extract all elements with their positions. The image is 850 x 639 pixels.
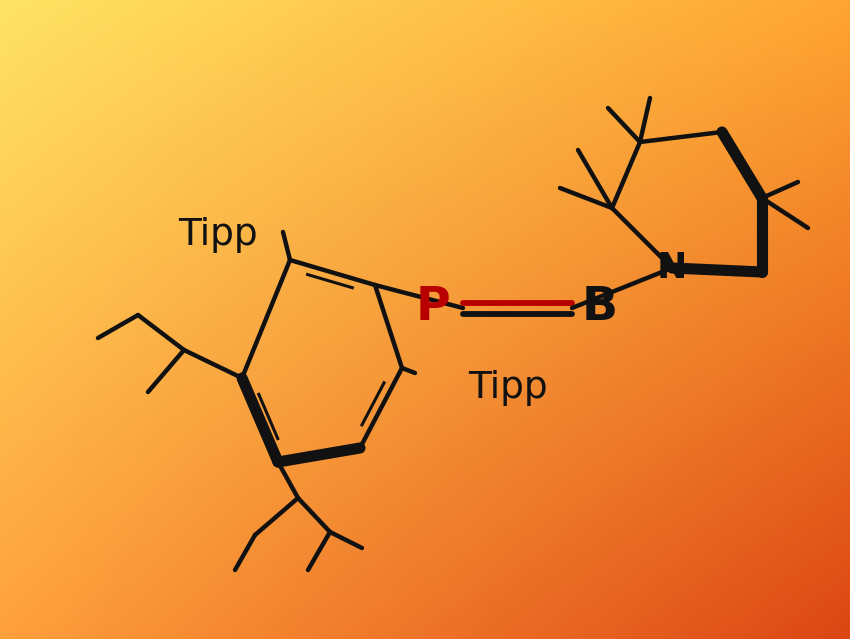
- Text: Tipp: Tipp: [468, 370, 547, 406]
- Text: Tipp: Tipp: [178, 217, 258, 253]
- Text: P: P: [416, 286, 450, 330]
- Text: N: N: [657, 251, 687, 285]
- Text: B: B: [582, 286, 618, 330]
